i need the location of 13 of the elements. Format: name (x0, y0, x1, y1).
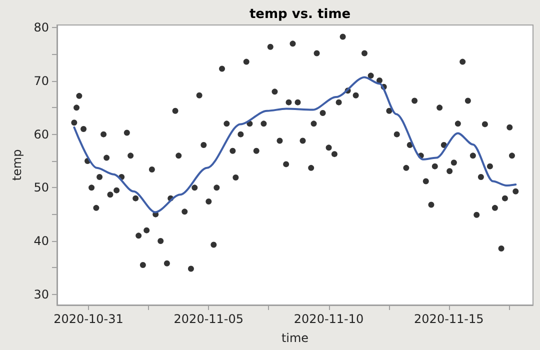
y-tick-label: 70 (34, 74, 49, 88)
y-axis-title: temp (10, 149, 24, 181)
x-tick-label: 2020-10-31 (54, 312, 124, 326)
x-tick-label: 2020-11-10 (294, 312, 364, 326)
y-tick-label: 80 (34, 20, 49, 35)
x-axis-title: time (281, 331, 309, 345)
y-tick-label: 40 (34, 234, 49, 248)
y-tick-label: 50 (34, 180, 49, 195)
y-tick-label: 60 (34, 127, 49, 142)
chart-title: temp vs. time (249, 7, 351, 22)
x-tick-label: 2020-11-15 (414, 312, 484, 326)
x-tick-label: 2020-11-05 (174, 312, 244, 326)
y-tick-label: 30 (34, 287, 49, 302)
